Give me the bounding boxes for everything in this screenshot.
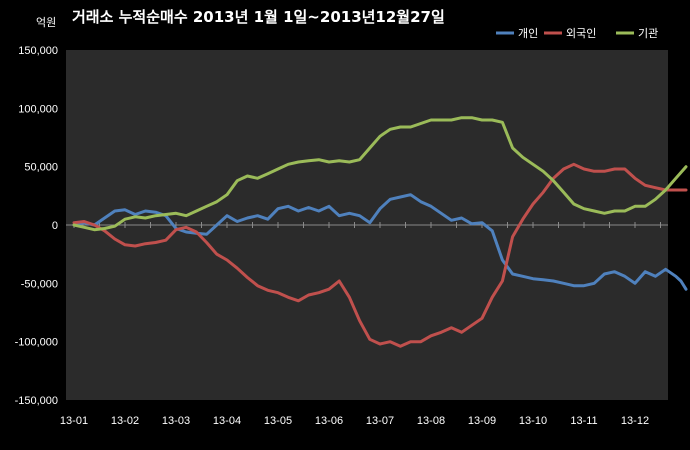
y-axis-tick-labels: 150,000 100,000 50,000 0 -50,000 -100,000 -150…: [15, 45, 58, 407]
x-tick-label: 13-10: [519, 415, 547, 427]
x-tick-label: 13-09: [468, 415, 496, 427]
series-line-2: [72, 162, 688, 348]
legend-label: 기관: [638, 27, 658, 40]
legend: 개인 외국인 기관: [496, 27, 658, 40]
unit-label: 억원: [36, 16, 56, 29]
y-tick-label: -100,000: [15, 337, 58, 349]
x-tick-label: 13-05: [264, 415, 292, 427]
legend-label: 개인: [518, 27, 538, 40]
x-axis-tick-labels: 13-01 13-02 13-03 13-04 13-05 13-06 13-07 13-08…: [60, 415, 649, 427]
x-tick-label: 13-08: [417, 415, 445, 427]
y-tick-label: 0: [52, 220, 58, 232]
series-line-3: [72, 116, 688, 232]
y-tick-label: 100,000: [18, 103, 58, 115]
x-tick-label: 13-01: [60, 415, 88, 427]
legend-label: 외국인: [566, 27, 596, 40]
y-tick-label: -50,000: [21, 278, 58, 290]
series-lines: [72, 116, 688, 348]
y-tick-label: 150,000: [18, 45, 58, 57]
y-tick-label: 50,000: [24, 162, 58, 174]
chart-title: 거래소 누적순매수 2013년 1월 1일~2013년12월27일: [72, 8, 445, 26]
x-tick-label: 13-11: [570, 415, 597, 427]
x-tick-label: 13-02: [111, 415, 139, 427]
x-tick-label: 13-03: [162, 415, 190, 427]
x-tick-label: 13-07: [366, 415, 394, 427]
y-tick-label: -150,000: [15, 395, 58, 407]
x-tick-label: 13-12: [621, 415, 649, 427]
x-tick-label: 13-04: [213, 415, 241, 427]
x-tick-label: 13-06: [315, 415, 343, 427]
